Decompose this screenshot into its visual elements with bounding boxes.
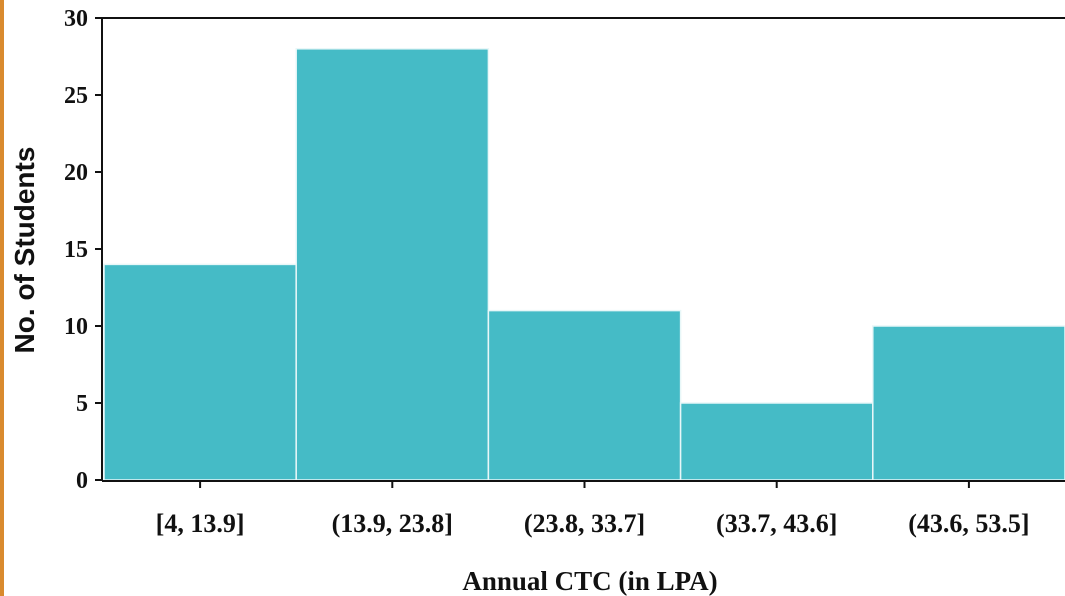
left-edge-strip: [0, 0, 4, 596]
x-category-label: [4, 13.9]: [156, 509, 245, 538]
x-category-label: (13.9, 23.8]: [332, 509, 453, 538]
y-ticks-group: 0 5 10 15 20 25 30: [64, 6, 102, 494]
x-category-label: (23.8, 33.7]: [524, 509, 645, 538]
x-axis-label: Annual CTC (in LPA): [462, 566, 717, 596]
y-tick-label: 20: [64, 160, 88, 186]
x-category-label: (43.6, 53.5]: [908, 509, 1029, 538]
y-tick-label: 0: [76, 468, 88, 494]
y-tick-label: 5: [76, 391, 88, 417]
bar-1: [103, 263, 297, 481]
y-tick-label: 10: [64, 314, 88, 340]
y-axis-label: No. of Students: [9, 147, 40, 354]
bar-3: [487, 309, 682, 481]
bar-4: [679, 402, 874, 481]
bar-2: [295, 48, 490, 481]
x-category-label: (33.7, 43.6]: [716, 509, 837, 538]
bars-group: [103, 48, 1065, 481]
y-tick-label: 25: [64, 83, 88, 109]
bar-5: [872, 325, 1065, 481]
x-categories-group: [4, 13.9] (13.9, 23.8] (23.8, 33.7] (33.7, …: [156, 481, 1030, 538]
y-tick-label: 30: [64, 6, 88, 32]
y-tick-label: 15: [64, 237, 88, 263]
